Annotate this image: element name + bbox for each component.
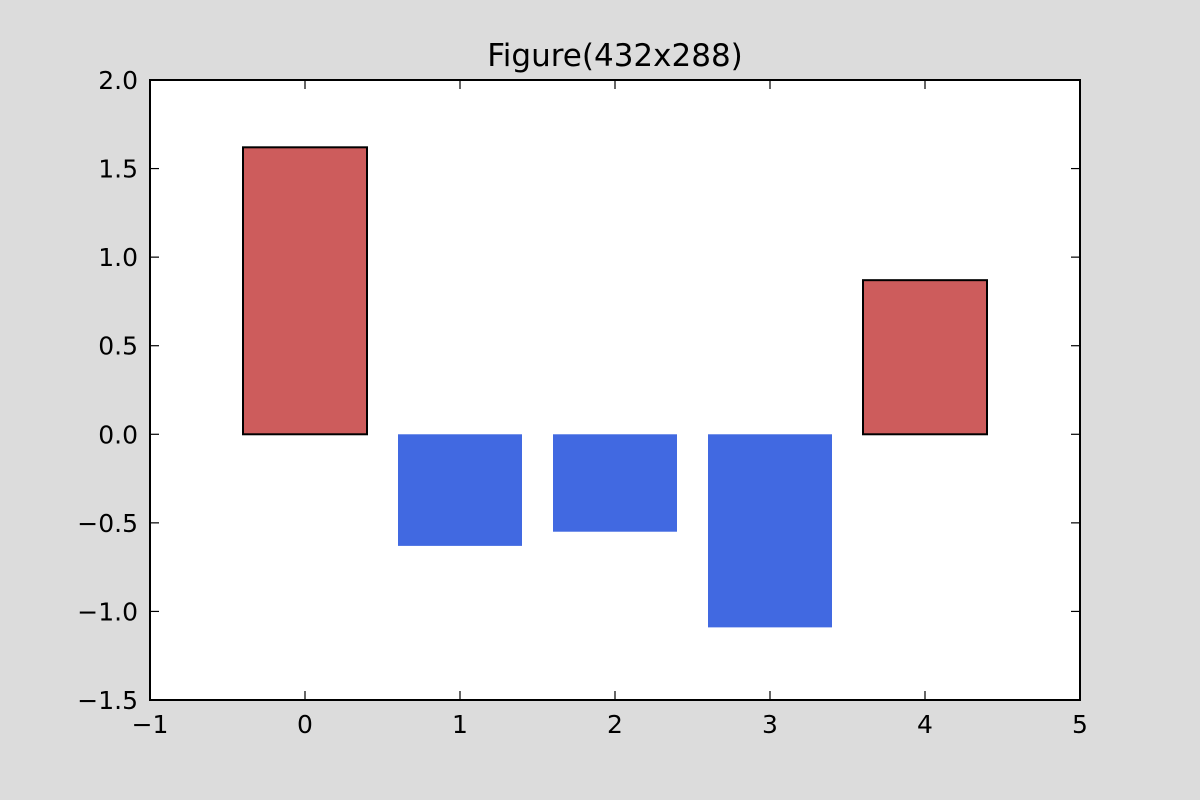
bar-1	[398, 434, 522, 546]
y-tick-label: −1.0	[77, 597, 138, 626]
bar-4	[862, 279, 988, 436]
bar-2	[553, 434, 677, 532]
bar-3	[708, 434, 832, 628]
y-tick-label: 1.0	[98, 243, 138, 272]
x-tick-label: 0	[297, 710, 313, 739]
bars-group	[242, 146, 988, 628]
x-tick-label: 1	[452, 710, 468, 739]
chart-title: Figure(432x288)	[487, 38, 743, 74]
x-tick-label: 5	[1072, 710, 1088, 739]
y-tick-label: −0.5	[77, 509, 138, 538]
plot-frame	[149, 79, 1081, 701]
bar-0	[242, 146, 368, 436]
y-tick-label: 1.5	[98, 155, 138, 184]
x-tick-label: 3	[762, 710, 778, 739]
tick-labels-group: −1 0 1 2 3 4 5 −1.5 −1.0 −0.5 0.0 0.5 1.0 1.5 2.0	[77, 66, 1088, 739]
x-tick-label: 2	[607, 710, 623, 739]
y-tick-label: 0.5	[98, 332, 138, 361]
y-tick-label: 2.0	[98, 66, 138, 95]
y-tick-label: 0.0	[98, 420, 138, 449]
y-tick-label: −1.5	[77, 686, 138, 715]
x-tick-label: −1	[132, 710, 169, 739]
x-tick-label: 4	[917, 710, 933, 739]
